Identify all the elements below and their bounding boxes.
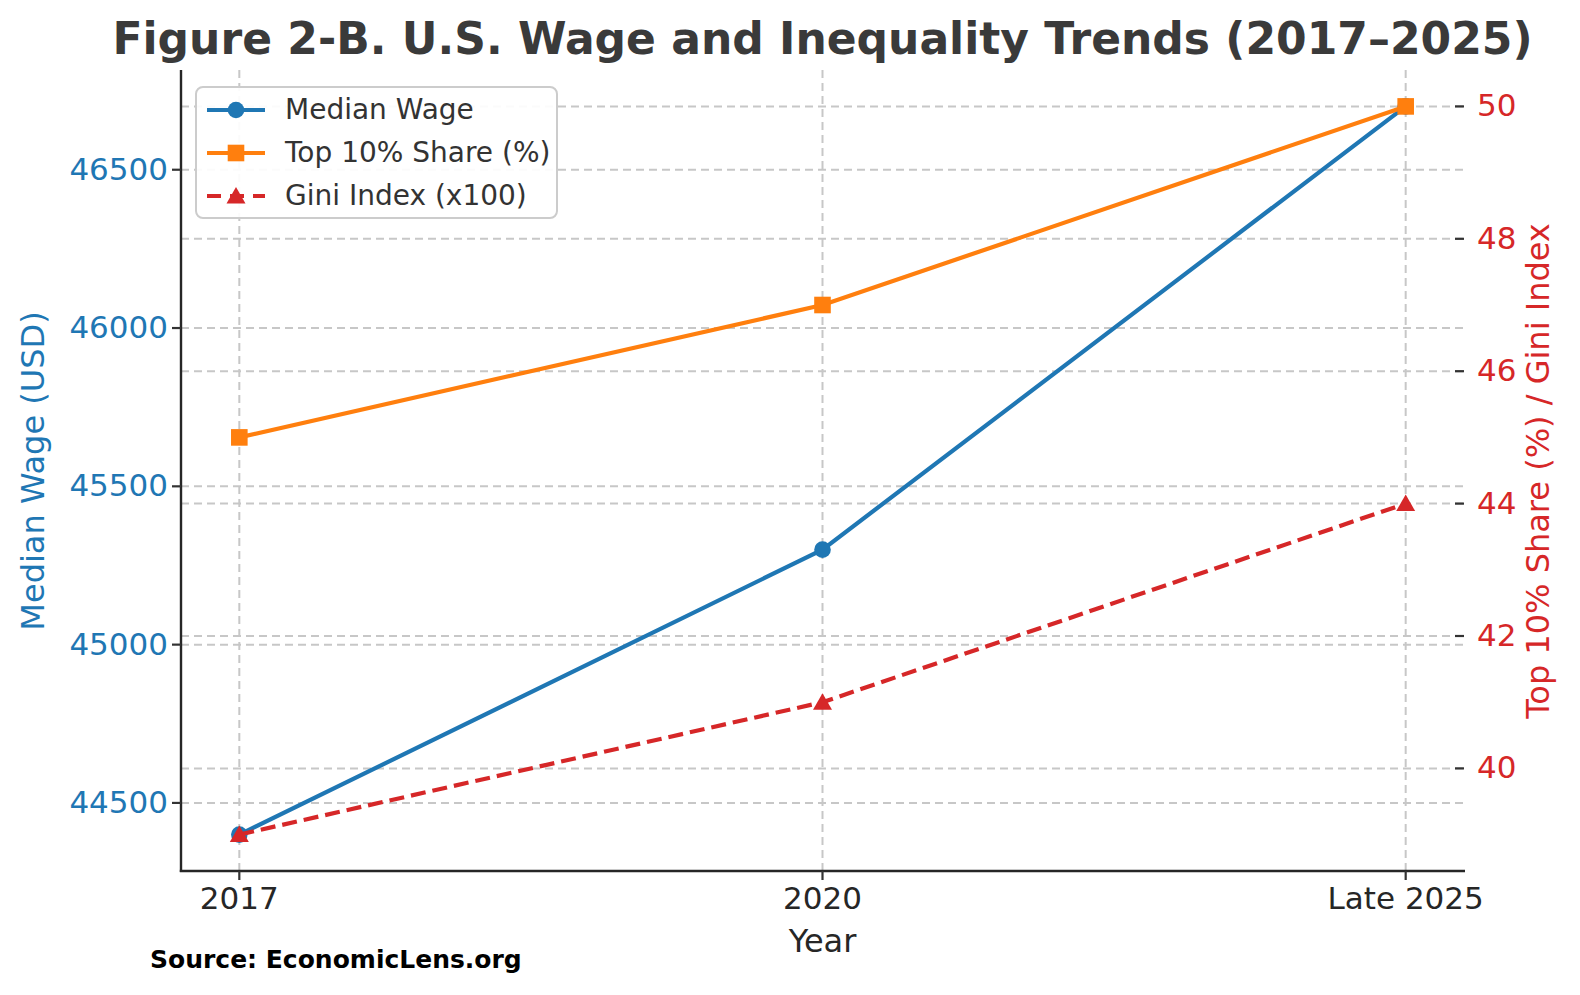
right-tick-label: 48: [1477, 220, 1516, 256]
marker-square: [231, 429, 248, 446]
x-tick-label: 2017: [200, 880, 279, 916]
figure: Figure 2-B. U.S. Wage and Inequality Tre…: [0, 0, 1580, 995]
x-tick-label: Late 2025: [1328, 880, 1484, 916]
left-tick-label: 46500: [0, 151, 168, 187]
marker-square: [814, 297, 831, 314]
left-tick-label: 46000: [0, 309, 168, 345]
right-tick-label: 50: [1477, 88, 1516, 124]
legend: Median Wage Top 10% Share (%) Gini Index (…: [195, 86, 558, 219]
legend-label: Median Wage: [285, 93, 474, 126]
legend-sample-square: [205, 136, 267, 170]
right-tick-label: 42: [1477, 617, 1516, 653]
legend-item: Median Wage: [205, 88, 556, 131]
legend-label: Gini Index (x100): [285, 179, 527, 212]
legend-sample-circle: [205, 93, 267, 127]
source-note: Source: EconomicLens.org: [150, 945, 522, 974]
left-tick-label: 45500: [0, 468, 168, 504]
marker-square: [1397, 98, 1414, 115]
left-tick-label: 45000: [0, 626, 168, 662]
left-tick-label: 44500: [0, 784, 168, 820]
x-tick-label: 2020: [783, 880, 862, 916]
marker-circle: [814, 541, 831, 558]
chart-title: Figure 2-B. U.S. Wage and Inequality Tre…: [101, 13, 1544, 64]
legend-item: Top 10% Share (%): [205, 131, 556, 174]
right-tick-label: 46: [1477, 352, 1516, 388]
legend-item: Gini Index (x100): [205, 174, 556, 217]
right-tick-label: 44: [1477, 485, 1516, 521]
right-axis-label: Top 10% Share (%) / Gini Index: [1519, 223, 1557, 719]
legend-sample-triangle: [205, 179, 267, 213]
right-tick-label: 40: [1477, 750, 1516, 786]
marker-triangle: [1396, 495, 1415, 512]
legend-label: Top 10% Share (%): [285, 136, 550, 169]
x-axis-label: Year: [789, 922, 857, 960]
